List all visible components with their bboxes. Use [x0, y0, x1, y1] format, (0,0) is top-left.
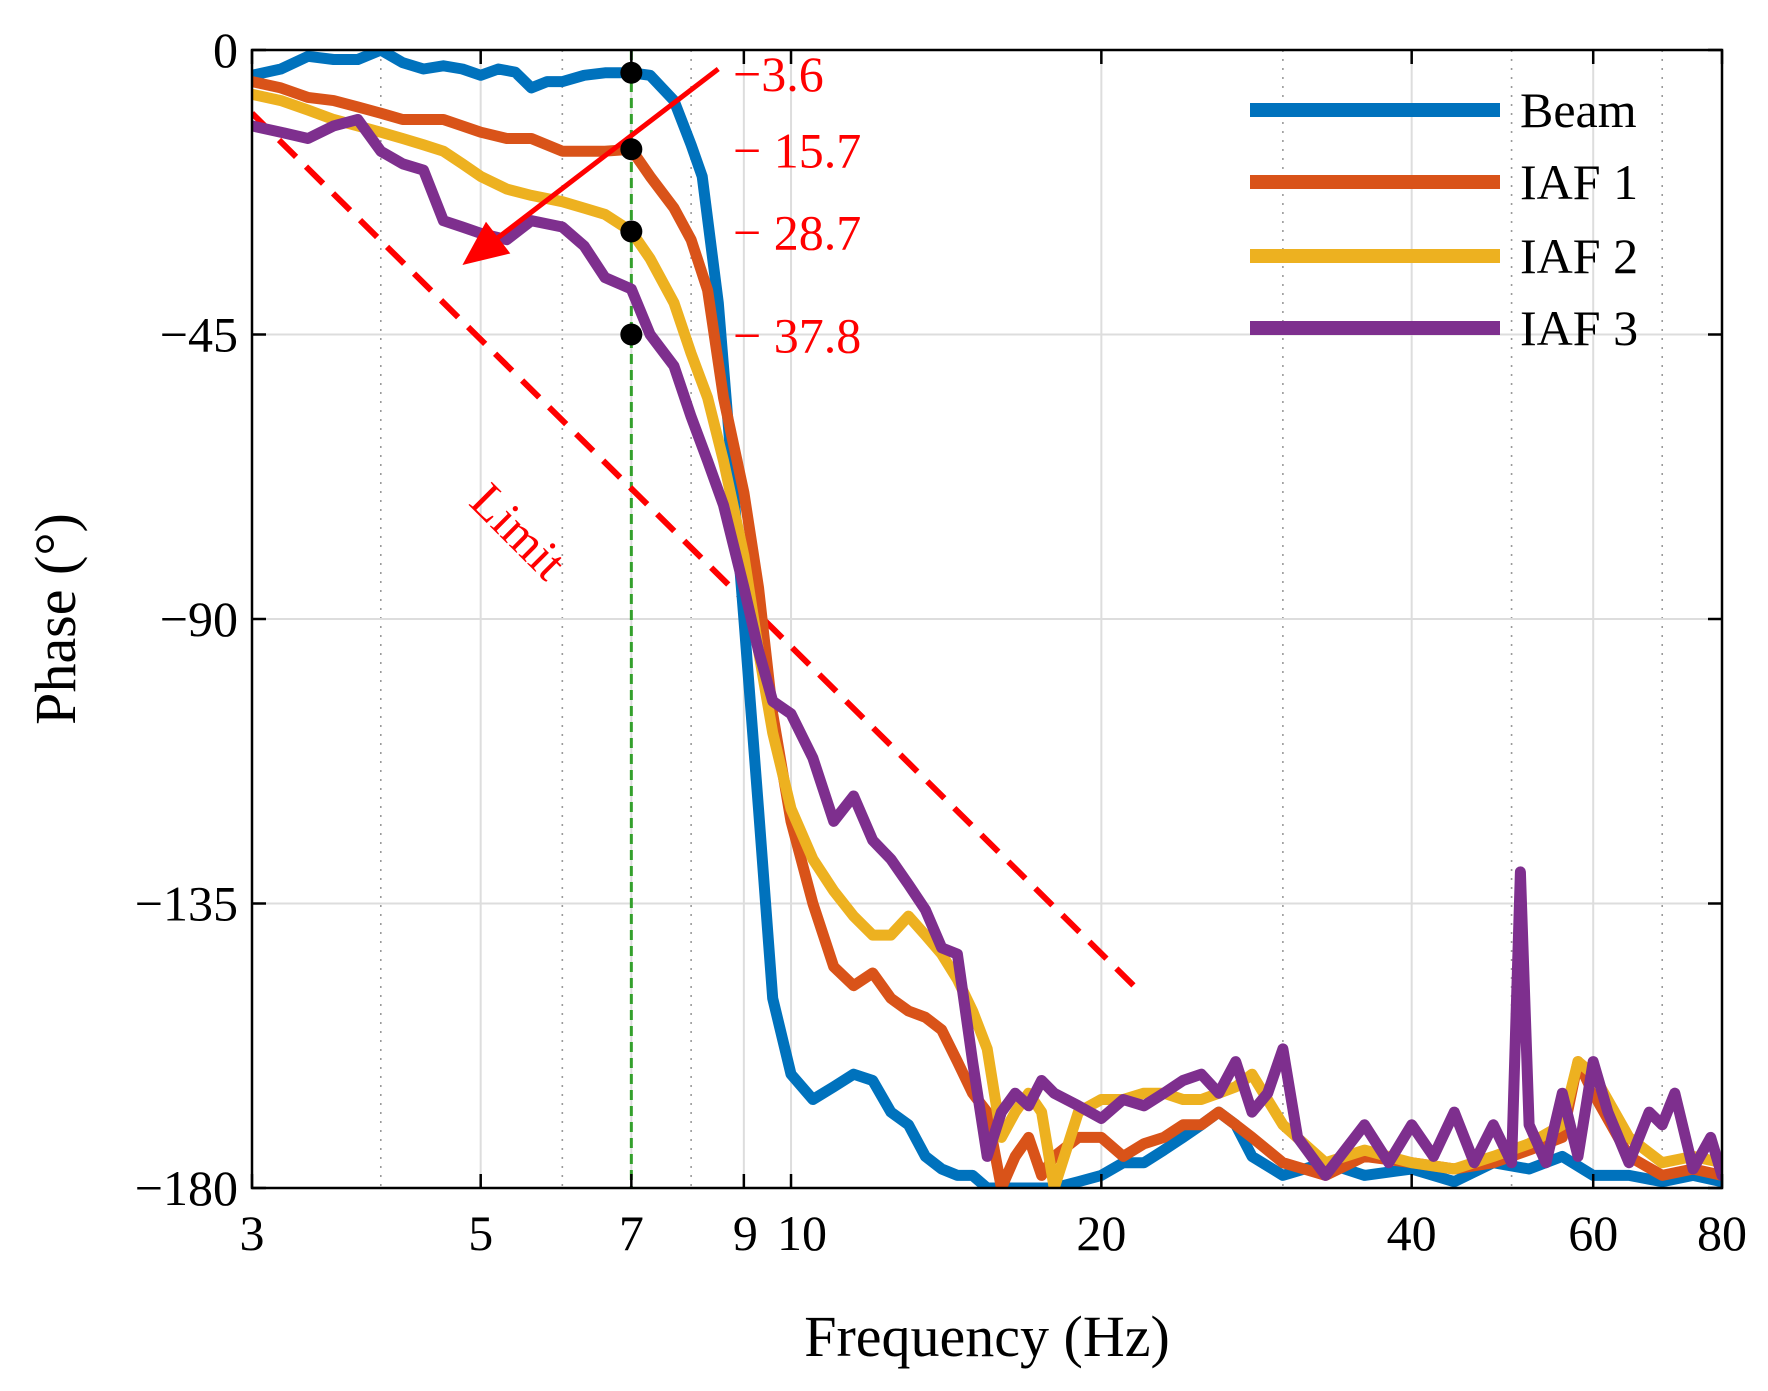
x-tick-label: 20	[1076, 1205, 1126, 1261]
legend-label: IAF 1	[1520, 154, 1638, 210]
legend: Beam IAF 1 IAF 2 IAF 3	[1250, 82, 1638, 356]
x-tick-label: 40	[1387, 1205, 1437, 1261]
y-tick-label: 0	[213, 22, 238, 78]
phase-value-label: − 28.7	[733, 204, 861, 260]
phase-value-label: − 37.8	[733, 308, 861, 364]
phase-value-label: −3.6	[733, 46, 824, 102]
x-tick-label: 5	[468, 1205, 493, 1261]
phase-marker	[620, 138, 643, 161]
y-axis-title: Phase (°)	[23, 513, 88, 725]
data-layer	[252, 50, 1722, 1188]
phase-marker	[620, 61, 643, 84]
x-tick-label: 9	[733, 1205, 758, 1261]
x-axis-title: Frequency (Hz)	[804, 1304, 1170, 1369]
legend-label: IAF 3	[1520, 300, 1638, 356]
x-tick-label: 80	[1697, 1205, 1747, 1261]
y-tick-label: −45	[160, 307, 238, 363]
axis-layer: 3 5 7 9 10 20 40 60 80 0 −45 −90 −135 −180	[135, 22, 1747, 1261]
limit-label: Limit	[460, 472, 578, 590]
y-tick-label: −90	[160, 591, 238, 647]
y-tick-label: −135	[135, 876, 238, 932]
legend-label: Beam	[1520, 82, 1637, 138]
x-tick-label: 7	[619, 1205, 644, 1261]
grid-layer	[251, 49, 1723, 1189]
arrow-shaft	[496, 66, 720, 240]
x-tick-label: 3	[240, 1205, 265, 1261]
phase-value-label: − 15.7	[733, 122, 861, 178]
x-tick-label: 10	[777, 1205, 827, 1261]
legend-label: IAF 2	[1520, 228, 1638, 284]
phase-marker	[620, 220, 643, 243]
overlay-layer: −3.6 − 15.7 − 28.7 − 37.8 Limit	[460, 46, 861, 591]
series-line-iaf-2	[252, 88, 1722, 1188]
series-line-iaf-3	[252, 114, 1722, 1181]
limit-line	[252, 111, 1136, 988]
phase-marker	[620, 323, 643, 346]
arrow-head	[462, 221, 511, 265]
x-tick-label: 60	[1568, 1205, 1618, 1261]
y-tick-label: −180	[135, 1160, 238, 1216]
